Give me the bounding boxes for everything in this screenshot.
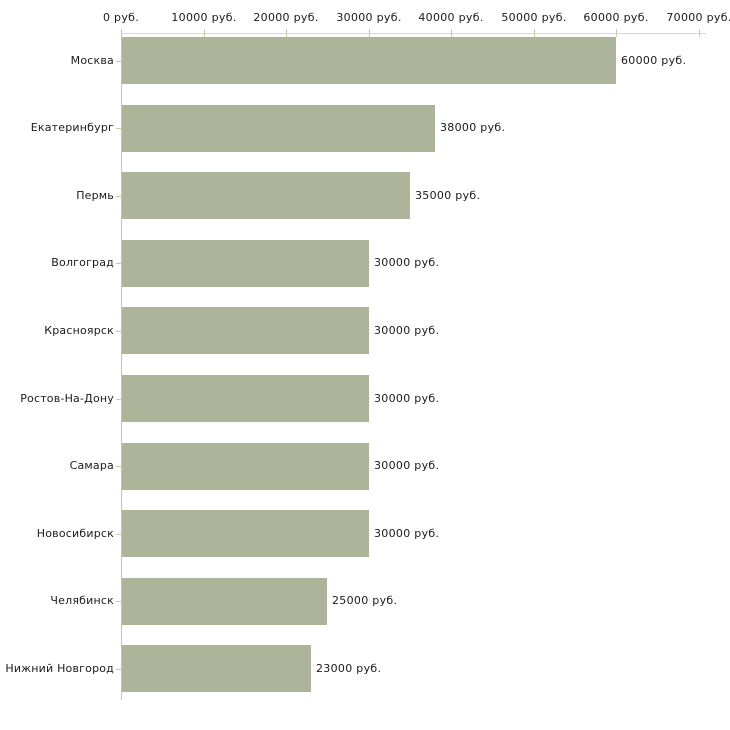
category-label: Пермь (76, 189, 114, 202)
bar (122, 577, 327, 625)
bar (122, 307, 369, 355)
value-label: 25000 руб. (332, 594, 398, 607)
x-axis-tick-mark (699, 29, 700, 37)
x-axis-tick-label: 40000 руб. (418, 11, 484, 24)
category-label: Москва (70, 54, 114, 67)
value-label: 30000 руб. (374, 256, 440, 269)
x-axis-tick-mark (451, 29, 452, 37)
x-axis-tick-mark (616, 29, 617, 37)
y-axis-tick-mark (116, 399, 121, 400)
x-axis-tick-label: 20000 руб. (253, 11, 319, 24)
value-label: 35000 руб. (415, 189, 481, 202)
category-label: Нижний Новгород (5, 662, 114, 675)
x-axis-tick-label: 50000 руб. (501, 11, 567, 24)
x-axis-tick-mark (286, 29, 287, 37)
y-axis-tick-mark (116, 196, 121, 197)
category-label: Челябинск (50, 594, 114, 607)
category-label: Ростов-На-Дону (20, 392, 114, 405)
y-axis-tick-mark (116, 263, 121, 264)
x-axis-tick-mark (534, 29, 535, 37)
y-axis-tick-mark (116, 331, 121, 332)
category-label: Екатеринбург (30, 121, 114, 134)
bar (122, 104, 435, 152)
category-label: Волгоград (51, 256, 114, 269)
value-label: 30000 руб. (374, 527, 440, 540)
bar (122, 37, 616, 84)
x-axis-tick-mark (204, 29, 205, 37)
bar (122, 442, 369, 490)
value-label: 23000 руб. (316, 662, 382, 675)
x-axis-tick-label: 10000 руб. (171, 11, 237, 24)
y-axis-tick-mark (116, 601, 121, 602)
y-axis-tick-mark (116, 61, 121, 62)
x-axis-tick-label: 0 руб. (102, 11, 140, 24)
value-label: 38000 руб. (440, 121, 506, 134)
y-axis-line (121, 33, 122, 700)
value-label: 30000 руб. (374, 392, 440, 405)
x-axis-tick-label: 30000 руб. (336, 11, 402, 24)
y-axis-tick-mark (116, 128, 121, 129)
category-label: Красноярск (44, 324, 114, 337)
bar (122, 172, 410, 220)
bar (122, 239, 369, 287)
y-axis-tick-mark (116, 466, 121, 467)
x-axis-line (121, 33, 706, 34)
bar (122, 645, 311, 693)
y-axis-tick-mark (116, 669, 121, 670)
value-label: 30000 руб. (374, 324, 440, 337)
category-label: Самара (69, 459, 114, 472)
y-axis-tick-mark (116, 534, 121, 535)
bar (122, 510, 369, 558)
category-label: Новосибирск (36, 527, 114, 540)
value-label: 60000 руб. (621, 54, 687, 67)
x-axis-tick-mark (369, 29, 370, 37)
value-label: 30000 руб. (374, 459, 440, 472)
bar (122, 375, 369, 422)
x-axis-tick-mark (121, 29, 122, 37)
x-axis-tick-label: 60000 руб. (583, 11, 649, 24)
x-axis-tick-label: 70000 руб. (666, 11, 730, 24)
